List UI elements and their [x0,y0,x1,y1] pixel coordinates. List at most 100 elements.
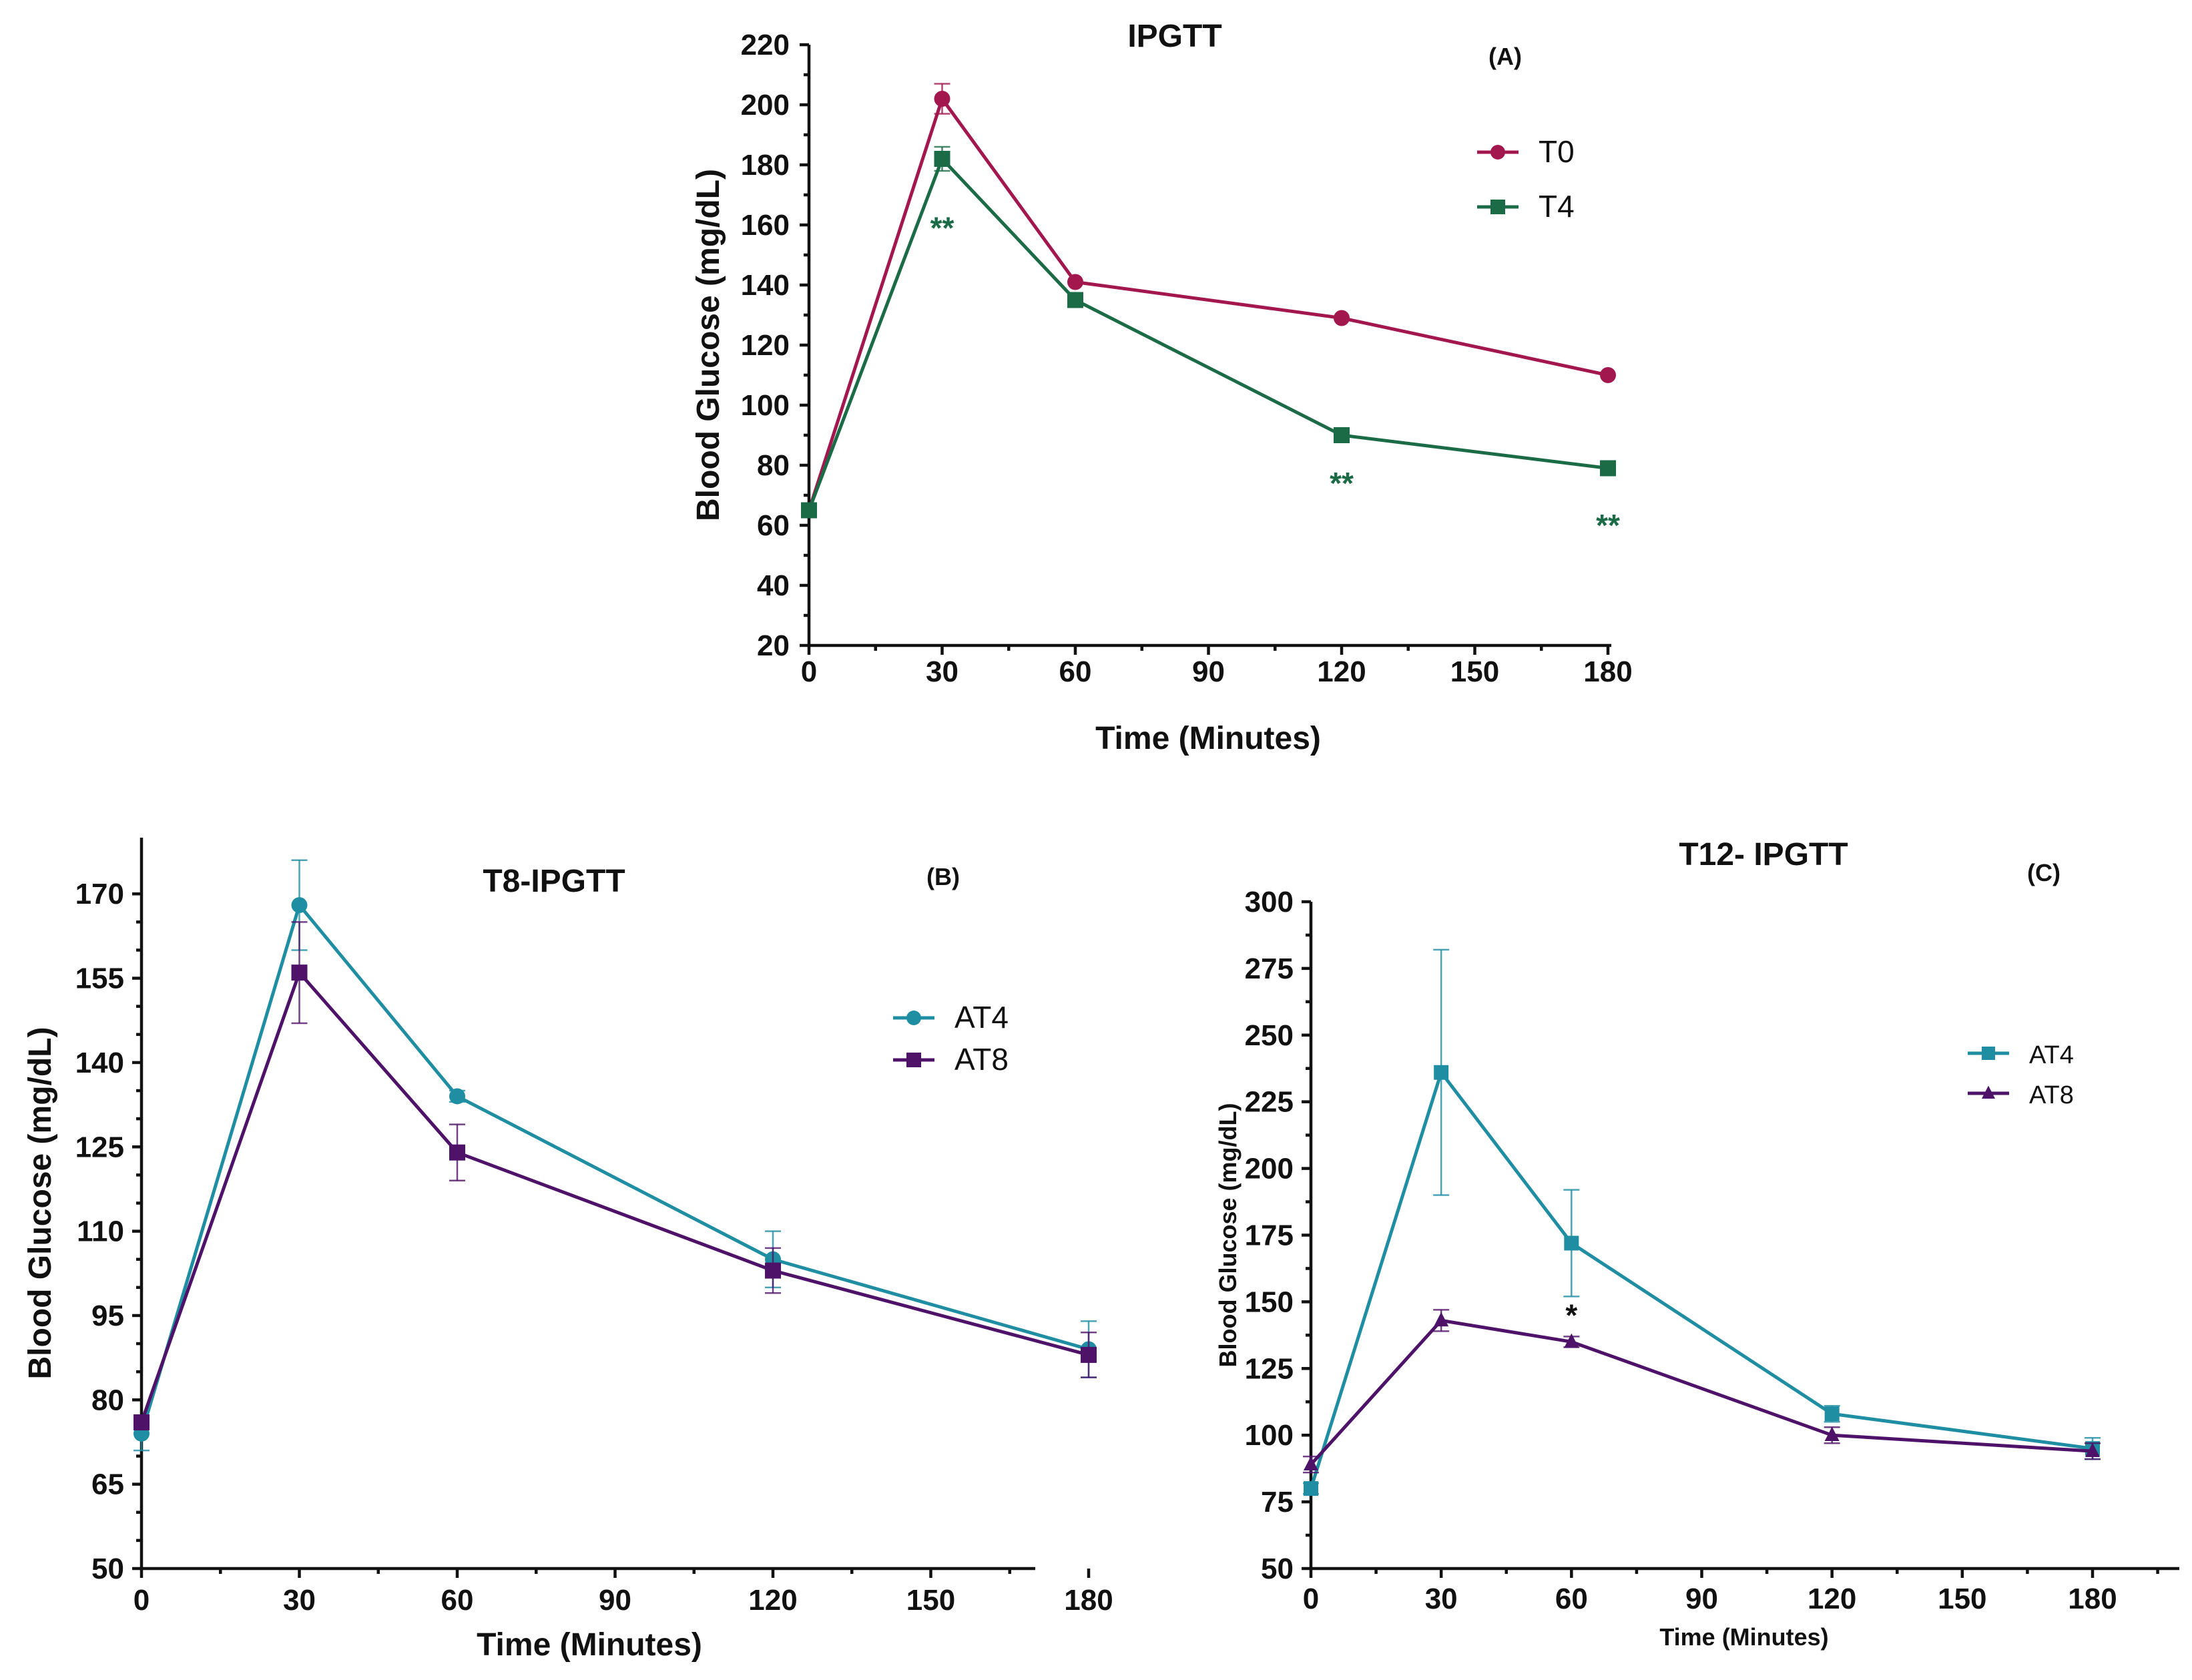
y-tick-label: 20 [757,629,790,662]
legend-label: AT8 [2029,1081,2074,1109]
y-tick-label: 220 [741,29,790,61]
data-point [1067,292,1083,308]
y-tick-label: 80 [757,449,790,482]
panel-letter-label: (A) [1488,43,1522,70]
x-tick-label: 60 [441,1584,474,1617]
x-tick-label: 180 [2068,1583,2117,1615]
legend-label: AT4 [954,1000,1009,1035]
y-tick-label: 125 [75,1131,124,1163]
y-tick-label: 40 [757,569,790,602]
data-point [2085,1442,2100,1458]
y-tick-label: 100 [1245,1419,1294,1452]
y-tick-label: 150 [1245,1286,1294,1318]
data-point [1824,1406,1840,1422]
data-point [449,1088,465,1105]
data-point [133,1414,150,1430]
data-point [1067,274,1083,290]
series-line [807,97,1609,511]
chart-panel-a: 20 40 60 80 100 120 140 160 180 200 220 0 30 60 90 120 1… [691,19,1633,756]
y-axis-title: Blood Glucose (mg/dL) [23,1027,58,1380]
data-point [1600,367,1616,383]
data-point [801,502,817,519]
y-tick-label: 175 [1245,1219,1294,1252]
data-point [291,897,308,914]
y-tick-label: 75 [1261,1486,1294,1518]
x-axis-title: Time (Minutes) [1659,1623,1828,1651]
y-tick-label: 110 [77,1215,124,1248]
legend-label: AT8 [954,1042,1009,1077]
y-tick-label: 225 [1245,1086,1294,1119]
data-point [934,151,950,167]
series-at4 [1303,948,2101,1496]
legend-label: AT4 [2029,1041,2074,1069]
legend-marker [1490,145,1505,160]
significance-marker: ** [1596,508,1620,543]
x-tick-label: 30 [283,1584,316,1617]
x-tick-label: 60 [1555,1583,1588,1615]
y-tick-label: 140 [75,1047,124,1079]
y-tick-label: 50 [1261,1553,1294,1585]
series-at8 [1303,1309,2101,1474]
panel-title: T12- IPGTT [1679,837,1848,872]
x-tick-label: 0 [1303,1583,1319,1615]
series-line [1310,1318,2093,1466]
significance-marker: * [1565,1298,1577,1332]
x-tick-label: 150 [906,1584,955,1617]
data-point [934,91,950,107]
data-point [1334,310,1350,326]
y-tick-label: 140 [741,269,790,302]
y-tick-label: 60 [757,509,790,542]
y-tick-label: 125 [1245,1352,1294,1385]
x-axis-title: Time (Minutes) [1095,721,1321,756]
series-line [1309,1071,2093,1489]
series-line [140,970,1089,1423]
x-tick-label: 150 [1450,655,1499,688]
data-point [1564,1333,1579,1348]
y-tick-label: 200 [1245,1153,1294,1185]
data-point [1564,1235,1579,1251]
data-point [1334,427,1350,443]
y-tick-label: 250 [1245,1019,1294,1052]
x-tick-label: 0 [133,1584,150,1617]
data-point [765,1262,781,1279]
y-tick-label: 300 [1245,886,1294,918]
y-axis-title: Blood Glucose (mg/dL) [1214,1103,1242,1368]
data-point [1081,1346,1097,1363]
panel-letter-label: (C) [2027,859,2061,886]
legend-label: T0 [1539,134,1575,169]
x-tick-label: 60 [1059,655,1092,688]
y-tick-label: 95 [91,1300,124,1332]
y-tick-label: 100 [741,389,790,422]
series-line [140,903,1089,1434]
data-point [1304,1456,1318,1471]
x-tick-label: 120 [1317,655,1366,688]
data-point [1434,1312,1449,1327]
y-axis-title: Blood Glucose (mg/dL) [691,169,726,521]
x-tick-label: 120 [1808,1583,1856,1615]
series-t4 [801,146,1616,519]
significance-marker: ** [1330,466,1354,501]
data-point [291,964,308,981]
x-tick-label: 30 [1425,1583,1458,1615]
y-tick-label: 65 [91,1468,124,1501]
chart-panel-b: 50 65 80 95 110 125 140 155 170 0 30 60 90 120 150 180 T… [23,838,1113,1663]
data-point [449,1144,465,1161]
x-axis-title: Time (Minutes) [477,1627,702,1663]
x-tick-label: 30 [926,655,958,688]
y-tick-label: 170 [75,878,124,910]
series-line [807,157,1609,511]
legend-label: T4 [1539,189,1575,224]
x-tick-label: 150 [1938,1583,1986,1615]
x-tick-label: 180 [1583,655,1632,688]
x-tick-label: 180 [1064,1584,1113,1617]
y-tick-label: 80 [91,1384,124,1416]
legend-marker [1490,200,1505,214]
data-point [1600,460,1616,477]
x-tick-label: 0 [801,655,817,688]
y-tick-label: 160 [741,209,790,242]
data-point [1304,1481,1318,1496]
legend-marker [1982,1047,1995,1060]
legend-marker [906,1011,921,1025]
series-at8 [133,921,1097,1430]
